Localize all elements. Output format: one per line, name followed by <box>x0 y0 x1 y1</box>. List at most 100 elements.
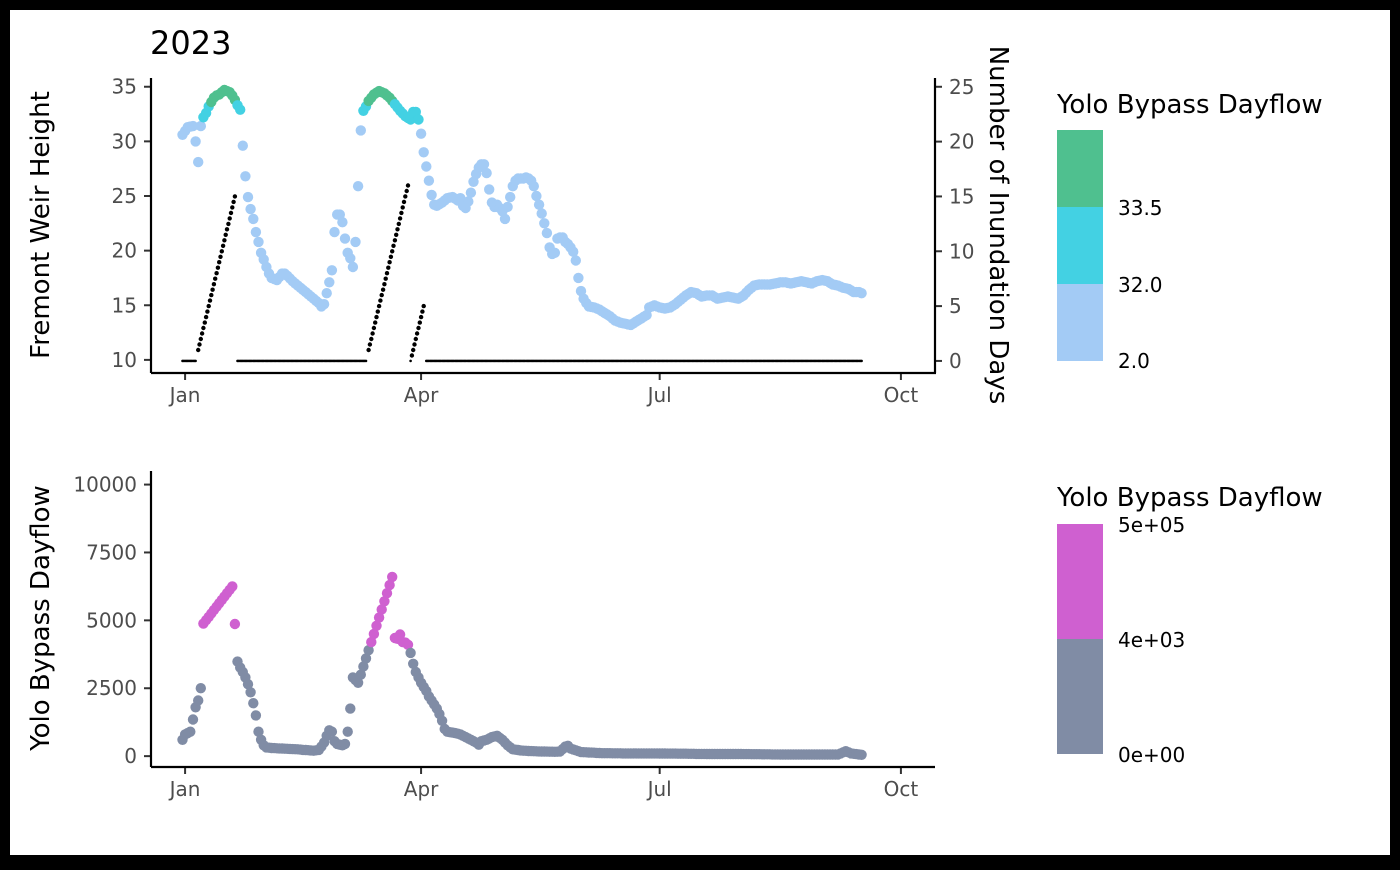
inundation-day-point <box>379 292 384 298</box>
inundation-day-point <box>227 216 232 221</box>
inundation-day-point <box>401 199 407 205</box>
weir-height-point <box>242 191 254 203</box>
inundation-day-point <box>220 243 226 248</box>
weir-height-point <box>235 104 246 115</box>
inundation-day-point <box>206 303 211 309</box>
top-y2-tick-label: 10 <box>949 239 974 263</box>
weir-height-point <box>193 156 204 168</box>
weir-height-point <box>536 208 547 219</box>
weir-height-point <box>245 203 256 215</box>
weir-height-point <box>413 114 424 125</box>
bottom-x-tick-label: Jan <box>168 777 201 801</box>
inundation-day-point <box>228 210 234 216</box>
top-y2-axis-title: Number of Inundation Days <box>983 46 1013 405</box>
legend-top-swatch-high <box>1057 130 1103 207</box>
inundation-day-point <box>386 265 391 270</box>
inundation-day-point <box>417 320 422 325</box>
inundation-day-point <box>373 320 378 325</box>
legend-top-swatch-mid <box>1057 207 1103 284</box>
inundation-day-point <box>384 271 390 276</box>
inundation-day-point <box>217 260 222 265</box>
inundation-day-point <box>388 254 394 259</box>
inundation-day-point <box>367 342 373 347</box>
dayflow-point <box>360 653 372 664</box>
weir-height-point <box>465 187 477 198</box>
bottom-chart: Yolo Bypass Dayflow Jan Apr Jul Oct 0 2500 500… <box>26 471 935 801</box>
top-y2-tick-label: 25 <box>949 75 974 99</box>
dayflow-point <box>402 639 414 650</box>
legend-top-label-high: 33.5 <box>1118 196 1163 220</box>
bottom-y-tick-label: 2500 <box>86 676 137 700</box>
dayflow-point <box>384 579 395 591</box>
inundation-day-point <box>197 342 202 347</box>
top-y2-tick-label: 20 <box>949 130 974 154</box>
inundation-day-point <box>404 188 409 194</box>
top-chart: 2023 Fremont Weir Height Number of Inund… <box>26 24 1013 407</box>
inundation-day-point <box>375 309 380 314</box>
inundation-day-point <box>421 303 426 309</box>
inundation-day-point <box>376 303 382 309</box>
bottom-x-tick-label: Apr <box>404 777 439 801</box>
inundation-day-point <box>218 254 223 259</box>
weir-height-point <box>505 191 516 203</box>
weir-height-point <box>339 233 351 244</box>
dayflow-point <box>381 588 393 599</box>
inundation-day-point <box>198 336 203 342</box>
legend-bottom-swatch-low <box>1057 639 1103 754</box>
legend-bottom-label-high: 5e+05 <box>1118 513 1185 537</box>
inundation-day-point <box>383 276 388 281</box>
dayflow-point <box>355 669 366 680</box>
inundation-day-point <box>215 265 221 270</box>
weir-height-point <box>347 261 359 273</box>
legend-top-label-mid: 32.0 <box>1118 273 1163 297</box>
weir-height-point <box>423 175 435 186</box>
dayflow-point <box>187 714 199 725</box>
inundation-day-point <box>387 260 392 265</box>
top-y-tick-label: 15 <box>112 293 137 317</box>
weir-height-point <box>415 128 427 139</box>
inundation-day-point <box>205 309 210 314</box>
weir-height-point <box>528 181 539 192</box>
inundation-day-point <box>369 336 374 342</box>
inundation-day-point <box>201 325 206 331</box>
inundation-day-point <box>412 342 417 347</box>
weir-height-point <box>253 236 264 248</box>
dayflow-point <box>352 677 364 688</box>
legend-bottom-label-low: 0e+00 <box>1118 743 1185 767</box>
dayflow-point <box>405 647 416 659</box>
inundation-day-point <box>223 232 228 237</box>
weir-height-point <box>426 189 437 201</box>
dayflow-point <box>436 715 448 726</box>
inundation-day-point <box>413 336 418 342</box>
inundation-day-point <box>400 205 405 210</box>
inundation-day-point <box>390 249 395 254</box>
top-y-tick-label: 35 <box>112 75 137 99</box>
weir-height-point <box>539 218 550 229</box>
inundation-day-point <box>210 287 215 292</box>
dayflow-point <box>242 679 254 690</box>
weir-height-point <box>355 125 366 136</box>
inundation-day-point <box>366 347 371 353</box>
dayflow-point <box>366 636 377 648</box>
weir-height-point <box>195 120 206 132</box>
dayflow-point <box>345 703 356 714</box>
inundation-day-point <box>231 199 236 205</box>
weir-height-point <box>531 190 542 202</box>
top-y2-tick-label: 0 <box>949 349 962 373</box>
weir-height-point <box>499 213 511 225</box>
dayflow-point <box>193 695 204 706</box>
inundation-day-point <box>364 359 368 363</box>
inundation-day-point <box>396 221 401 227</box>
weir-height-point <box>573 272 584 284</box>
inundation-day-point <box>416 325 421 331</box>
inundation-day-point <box>230 205 235 210</box>
bottom-y-tick-label: 0 <box>124 744 137 768</box>
top-y-tick-label: 10 <box>112 348 137 372</box>
legend-bottom-swatch-high <box>1057 524 1103 639</box>
dayflow-point <box>379 596 390 607</box>
inundation-day-point <box>214 271 219 276</box>
inundation-day-point <box>219 249 224 254</box>
weir-height-point <box>324 277 335 288</box>
weir-height-point <box>570 255 581 266</box>
dayflow-point <box>387 571 398 583</box>
